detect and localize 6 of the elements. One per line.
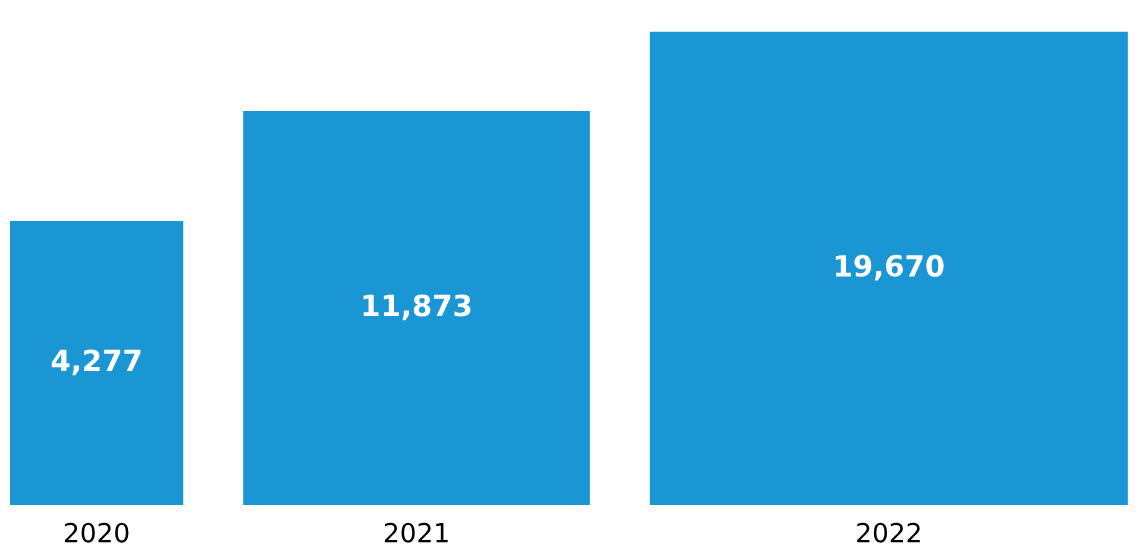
category-label: 2021 bbox=[384, 522, 448, 543]
data-label: 11,873 bbox=[363, 294, 471, 321]
category-label: 2022 bbox=[857, 522, 920, 543]
data-label: 4,277 bbox=[51, 349, 141, 376]
category-label: 2020 bbox=[64, 522, 129, 543]
data-label: 19,670 bbox=[835, 254, 944, 281]
